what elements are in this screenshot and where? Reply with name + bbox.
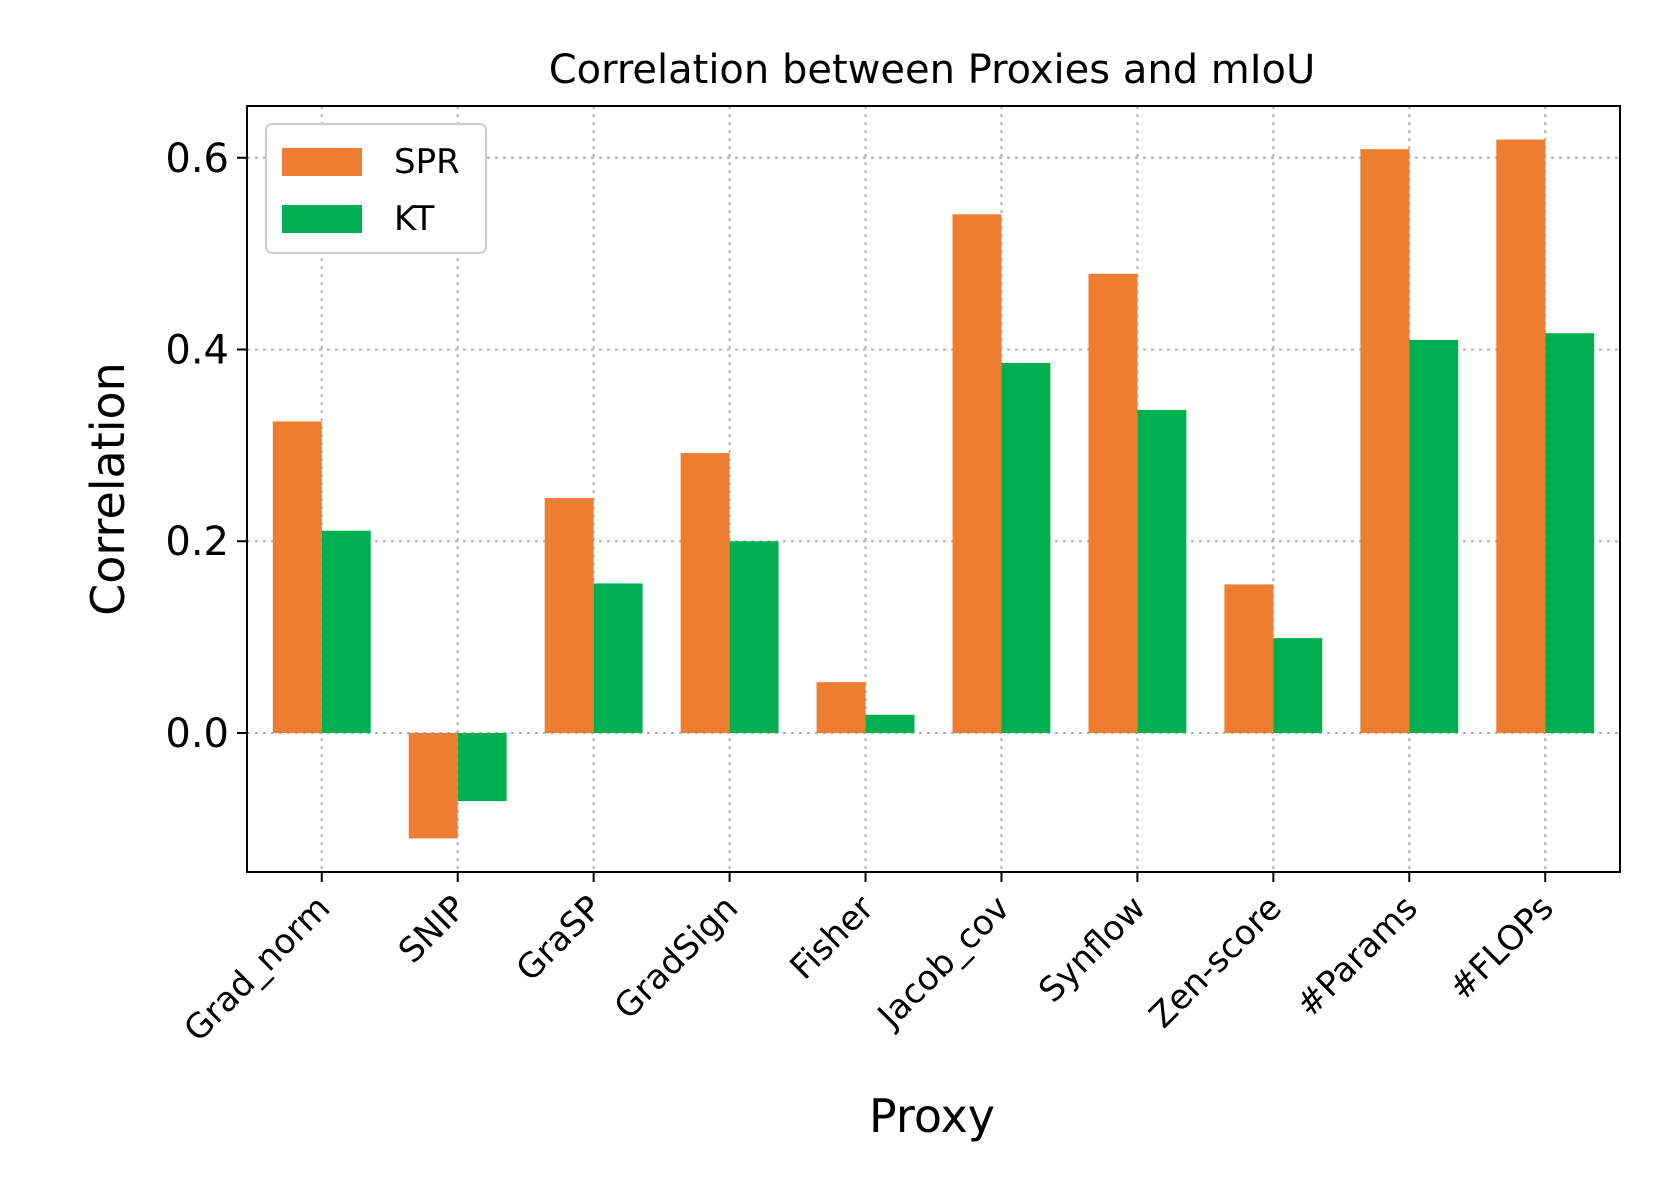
bar-kt-grasp [593, 583, 643, 733]
x-tick-label: #Params [1289, 888, 1426, 1025]
bar-kt-fisher [865, 714, 915, 733]
bar-spr-params [1360, 149, 1410, 733]
bar-kt-gradsign [729, 541, 779, 733]
bars [272, 139, 1595, 839]
bar-spr-synflow [1088, 273, 1138, 733]
x-tick-label: Jacob_cov [869, 888, 1018, 1037]
y-tick-label: 0.6 [165, 136, 229, 182]
y-tick-label: 0.0 [165, 711, 229, 757]
bar-spr-zen-score [1224, 584, 1274, 733]
bar-spr-gradsign [680, 453, 730, 733]
bar-spr-snip [408, 732, 458, 839]
x-axis-label: Proxy [869, 1089, 995, 1143]
x-tick-label: Grad_norm [176, 888, 338, 1050]
legend-swatch-spr [282, 148, 362, 176]
bar-kt-params [1409, 339, 1459, 733]
plot-area-frame [246, 105, 1621, 873]
legend-swatch-kt [282, 205, 362, 233]
bar-kt-snip [457, 732, 507, 802]
bar-spr-grad-norm [272, 421, 322, 733]
bar-kt-jacob-cov [1001, 362, 1051, 733]
bar-spr-fisher [816, 682, 866, 733]
legend-label-spr: SPR [394, 142, 460, 182]
y-axis-label: Correlation [81, 362, 135, 616]
bar-kt-zen-score [1273, 638, 1323, 733]
x-tick-label: Synflow [1031, 888, 1154, 1011]
x-tick-label: GradSign [607, 888, 746, 1027]
x-tick-label: GraSP [509, 888, 610, 989]
bar-kt-grad-norm [321, 530, 371, 733]
x-tick-label: Fisher [782, 888, 881, 987]
y-tick-label: 0.4 [165, 328, 229, 374]
bar-spr-jacob-cov [952, 214, 1002, 733]
bar-spr-grasp [544, 498, 594, 733]
legend-label-kt: KT [394, 199, 435, 239]
bar-kt-flops [1545, 333, 1595, 733]
chart-title: Correlation between Proxies and mIoU [549, 47, 1316, 93]
x-tick-label: SNIP [391, 888, 474, 971]
legend: SPR KT [265, 123, 487, 254]
x-tick-label: #FLOPs [1441, 888, 1561, 1008]
bar-spr-flops [1496, 139, 1546, 733]
bar-kt-synflow [1137, 409, 1187, 733]
x-tick-label: Zen-score [1142, 888, 1290, 1036]
y-tick-label: 0.2 [165, 519, 229, 565]
